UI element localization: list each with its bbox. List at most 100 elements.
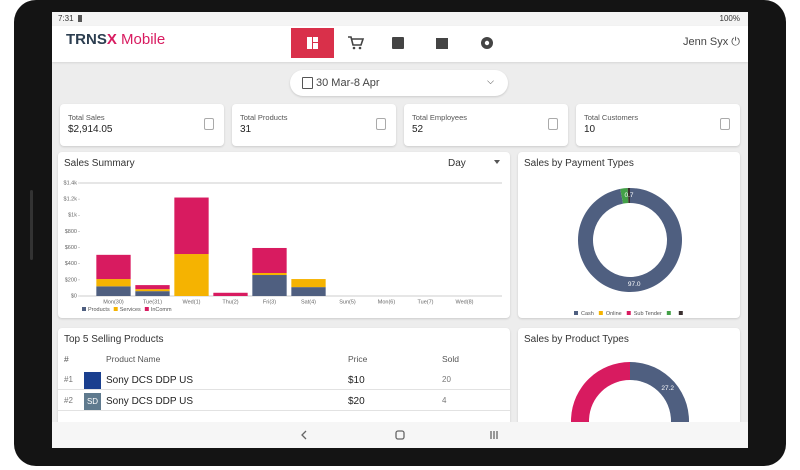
y-tick-label: $1k [68, 213, 77, 219]
legend-swatch [574, 311, 578, 315]
kpi-card: Total Sales $2,914.05 [60, 104, 224, 146]
cell-sold: 4 [442, 396, 447, 405]
row-divider [58, 410, 510, 411]
legend-swatch [113, 307, 118, 311]
y-tick-label: $600 [65, 245, 77, 251]
bar-segment [135, 291, 170, 296]
kpi-value: 52 [412, 124, 424, 135]
status-battery: 100% [719, 14, 740, 23]
x-tick-label: Wed(8) [456, 299, 474, 305]
bar-segment [252, 247, 287, 273]
column-header: Price [348, 354, 368, 364]
kpi-icon [720, 118, 730, 130]
legend-label: Cash [581, 311, 594, 317]
bar-segment [135, 285, 170, 290]
card-title: Sales by Payment Types [524, 158, 634, 169]
bar-segment [291, 287, 326, 296]
donut-slice [578, 188, 682, 292]
sales-chart: $0 $200 $400 $600 $800 $1k $1.2k $1.4k Mon(30) Tu… [64, 180, 502, 313]
brand-accent: X [106, 31, 117, 48]
cell-price: $20 [348, 396, 365, 407]
cell-name: Sony DCS DDP US [106, 396, 194, 407]
y-tick-label: $800 [65, 229, 77, 235]
kpi-value: 31 [240, 124, 252, 135]
donut-slice [620, 188, 629, 204]
cell-price: $10 [348, 375, 365, 386]
nav-back[interactable] [301, 430, 307, 440]
bar-segment [96, 279, 131, 287]
kpi-card: Total Customers 10 [576, 104, 740, 146]
column-header: Product Name [106, 354, 161, 364]
y-tick-label: $1.4k [64, 180, 78, 186]
slice-label: 0.7 [624, 192, 633, 199]
payment-types-card: 97.0 0.7 Cash Online Sub Tender Sales by Pay… [518, 152, 740, 318]
donut-slice [571, 362, 689, 448]
nav-dashboard[interactable] [291, 28, 334, 58]
date-range: 30 Mar-8 Apr [316, 77, 380, 89]
bar-segment [252, 275, 287, 296]
product-icon [84, 372, 101, 389]
nav-archive[interactable] [392, 37, 404, 49]
card-title: Sales Summary [64, 158, 135, 169]
app-header: TRNSX Mobile Jenn Syx ⏻ [52, 26, 748, 62]
brand-name: TRNS [66, 31, 107, 48]
product-icon: SD [84, 393, 101, 410]
y-tick-label: $400 [65, 261, 77, 267]
nav-home[interactable] [395, 430, 405, 440]
chevron: ⌵ [487, 76, 494, 86]
kpi-icon [376, 118, 386, 130]
card-title: Top 5 Selling Products [64, 334, 164, 345]
y-tick-label: $0 [71, 293, 77, 299]
y-tick-label: $1.2k [64, 197, 78, 203]
bar-segment [291, 279, 326, 288]
nav-icons[interactable] [344, 28, 564, 58]
side-button [30, 190, 33, 260]
nav-cart[interactable] [348, 36, 365, 46]
kpi-card: Total Employees 52 [404, 104, 568, 146]
date-picker[interactable]: 30 Mar-8 Apr ⌵ [290, 70, 508, 96]
calendar-icon [302, 77, 313, 89]
legend-swatch [666, 311, 671, 315]
x-tick-label: Tue(7) [418, 299, 434, 305]
x-tick-label: Mon(30) [103, 299, 124, 305]
card-title: Sales by Product Types [524, 334, 629, 345]
cell-rank: #2 [64, 396, 73, 405]
nav-recents[interactable] [490, 431, 498, 439]
cell-name: Sony DCS DDP US [106, 375, 194, 386]
slice-label: 27.2 [661, 385, 674, 392]
kpi-label: Total Products [240, 113, 288, 122]
kpi-icon [204, 118, 214, 130]
bar-segment [174, 254, 209, 296]
column-header: # [64, 354, 69, 364]
kpi-label: Total Sales [68, 113, 105, 122]
nav-icon [307, 37, 318, 49]
x-tick-label: Wed(1) [183, 299, 201, 305]
user[interactable]: Jenn Syx ⏻ [682, 36, 740, 48]
row-divider [58, 389, 510, 390]
kpi-value: 10 [584, 124, 596, 135]
period-caret[interactable] [494, 160, 500, 164]
period-select[interactable]: Day [448, 158, 466, 169]
legend-swatch [598, 311, 603, 315]
x-tick-label: Fri(3) [263, 299, 276, 305]
legend-label: Sub Tender [634, 311, 662, 317]
legend-label: Services [120, 307, 141, 313]
screen: 7:31 100% TRNSX Mobile Jenn Syx ⏻ 30 Mar… [52, 12, 748, 448]
kpi-card: Total Products 31 [232, 104, 396, 146]
legend-label: Products [88, 307, 110, 313]
legend-swatch [678, 311, 683, 315]
kpi-label: Total Employees [412, 113, 468, 122]
system-nav [301, 430, 498, 440]
cell-rank: #1 [64, 375, 73, 384]
kpi-value: $2,914.05 [68, 124, 113, 135]
x-tick-label: Mon(6) [378, 299, 396, 305]
status-icon [78, 15, 82, 22]
legend-swatch [626, 311, 631, 315]
nav-store[interactable] [436, 38, 448, 49]
bar-segment [174, 197, 209, 255]
user-name: Jenn Syx [682, 36, 729, 48]
x-tick-label: Sat(4) [301, 299, 316, 305]
status-bar: 7:31 100% [52, 12, 748, 26]
brand[interactable]: TRNSX Mobile [66, 31, 165, 48]
